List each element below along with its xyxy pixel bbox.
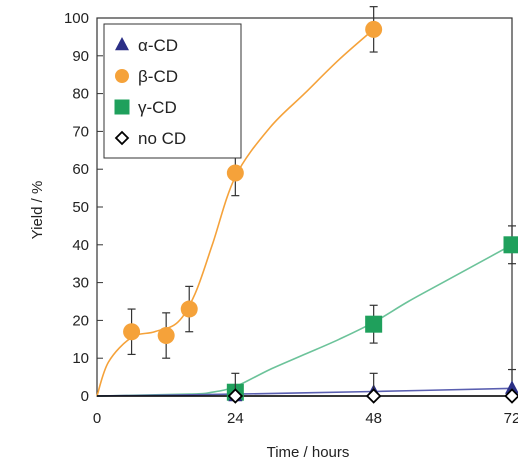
x-axis-title: Time / hours: [267, 444, 350, 461]
legend-label-no-cd: no CD: [138, 129, 186, 148]
data-point-cd: [503, 236, 518, 254]
legend-label-cd: β-CD: [138, 67, 178, 86]
y-tick-label: 40: [72, 237, 89, 254]
legend-item-cd: α-CD: [115, 36, 178, 55]
legend-item-cd: γ-CD: [114, 98, 177, 117]
y-tick-label: 10: [72, 350, 89, 367]
series-line-cd: [96, 387, 513, 397]
y-tick-label: 0: [81, 388, 89, 405]
x-tick-label: 48: [365, 410, 382, 427]
legend-marker-no-cd: [114, 130, 130, 146]
y-tick-label: 50: [72, 199, 89, 216]
y-tick-label: 30: [72, 275, 89, 292]
y-tick-label: 70: [72, 123, 89, 140]
data-point-cd: [365, 315, 383, 333]
legend-item-cd: β-CD: [115, 67, 178, 86]
legend-item-no-cd: no CD: [114, 129, 186, 148]
y-tick-label: 80: [72, 86, 89, 103]
legend-label-cd: γ-CD: [138, 98, 177, 117]
y-tick-label: 20: [72, 312, 89, 329]
series-line-cd: [96, 244, 513, 397]
data-point-no-cd: [365, 388, 382, 404]
data-point-cd: [157, 327, 175, 345]
x-tick-label: 0: [93, 410, 101, 427]
legend-marker-cd: [115, 36, 129, 51]
legend-marker-cd: [114, 99, 130, 115]
y-tick-label: 100: [64, 10, 89, 27]
y-tick-label: 60: [72, 161, 89, 178]
data-point-cd: [505, 380, 518, 394]
data-point-cd: [123, 323, 141, 341]
x-tick-label: 24: [227, 410, 244, 427]
data-point-cd: [226, 164, 244, 182]
data-point-no-cd: [227, 388, 244, 404]
data-point-no-cd: [504, 388, 518, 404]
x-tick-label: 72: [504, 410, 518, 427]
data-point-cd: [365, 20, 383, 38]
y-tick-label: 90: [72, 48, 89, 65]
legend-marker-cd: [115, 69, 129, 83]
data-point-cd: [180, 300, 198, 318]
legend-label-cd: α-CD: [138, 36, 178, 55]
y-axis-title: Yield / %: [29, 181, 46, 240]
series-points: [123, 6, 518, 404]
legend: α-CD β-CD γ-CD no CD: [103, 23, 242, 159]
axes: 0 10 20 30 40 50 60 70 80 90 100 0 24 48 72: [64, 10, 518, 427]
